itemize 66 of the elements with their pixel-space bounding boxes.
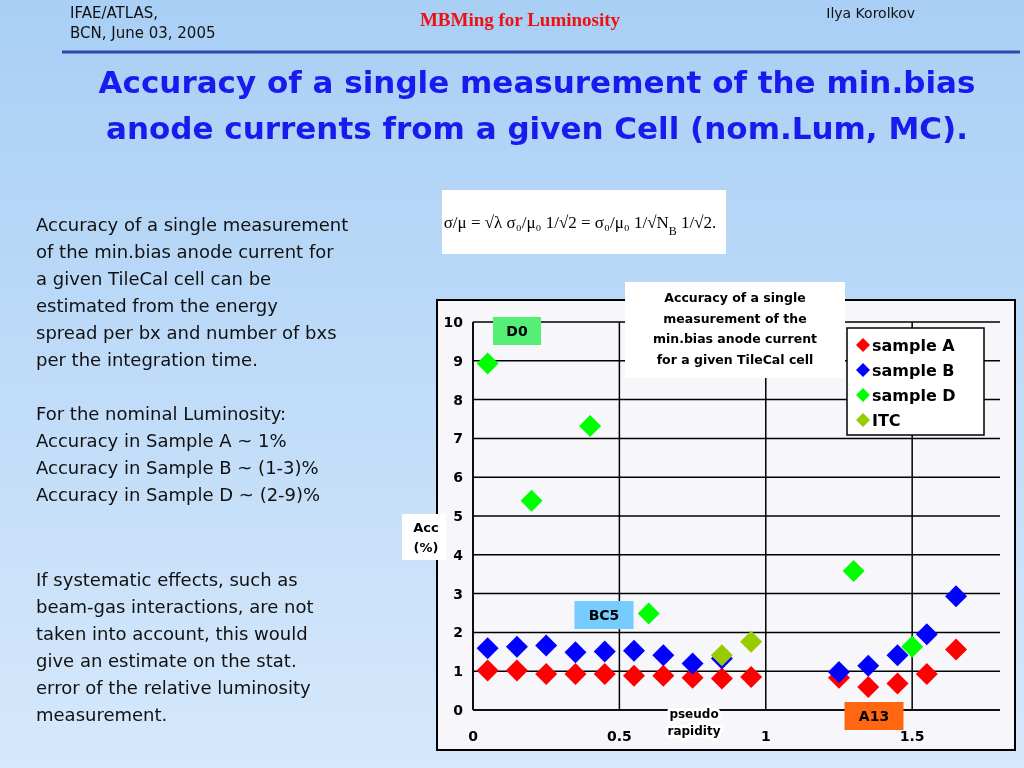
y-tick-label: 10 (443, 314, 464, 330)
y-tick-label: 1 (453, 663, 463, 680)
point (740, 630, 763, 653)
y-tick-label: 6 (453, 469, 463, 486)
point (535, 662, 558, 685)
point (681, 652, 704, 675)
x-tick-label: 0.5 (606, 728, 632, 744)
point (901, 635, 924, 658)
x-tick-label: 1 (760, 728, 771, 744)
point (593, 640, 616, 663)
annotation: A13 (858, 708, 890, 724)
legend-label: sample D (872, 386, 956, 405)
x-axis-title: pseudo rapidity (667, 707, 721, 738)
text: MBMing for Luminosity (419, 9, 621, 30)
point (827, 660, 850, 683)
point (579, 414, 602, 437)
point (652, 644, 675, 667)
point (476, 637, 499, 660)
y-tick-label: 4 (453, 546, 464, 563)
text: σ/μ = √λ σ₀/μ₀ 1/√2 = σ₀/μ₀ 1/√N$_{B}$ 1/√2. (443, 213, 717, 238)
text: Accuracy of a single measurement of the min.bias anode current for a given TileCal cell can be estimated from the energy spread per bx and number of bxs per the integration time. (36, 214, 349, 370)
point (710, 667, 733, 690)
chart-subtitle: Accuracy of a single measurement of the min.bias anode current for a given TileCal cell (652, 290, 818, 367)
y-tick-label: 8 (453, 391, 463, 408)
x-tick-label: 0 (468, 728, 479, 744)
legend-label: sample B (872, 361, 955, 380)
x-tick-label: 1.5 (899, 728, 925, 744)
point (886, 672, 909, 695)
point (842, 560, 865, 583)
annotation: BC5 (588, 607, 620, 623)
point (623, 664, 646, 687)
chart-title: Accuracy of a single measurement of the min.bias anode currents from a given Cell (nom.Lum, MC). (98, 64, 976, 146)
point (593, 662, 616, 685)
y-axis-title: Acc (%) (413, 520, 439, 555)
point (476, 659, 499, 682)
legend-label: sample A (872, 336, 956, 355)
text: Ilya Korolkov (826, 5, 915, 21)
y-tick-label: 3 (453, 585, 463, 602)
text: For the nominal Luminosity: Accuracy in Sample A ~ 1% Accuracy in Sample B ~ (1-3)% Accuracy in Sample D ~ (2-9)% (36, 403, 321, 505)
point (535, 634, 558, 657)
point (564, 641, 587, 664)
point (945, 638, 968, 661)
point (652, 664, 675, 687)
point (520, 489, 543, 512)
y-tick-label: 9 (453, 352, 463, 369)
y-tick-label: 7 (453, 430, 463, 447)
legend-label: ITC (872, 411, 901, 430)
point (915, 662, 938, 685)
point (945, 585, 968, 608)
point (564, 662, 587, 685)
point (740, 666, 763, 689)
text: If systematic effects, such as beam-gas interactions, are not taken into account, this would give an estimate on the stat. error of the relative luminosity measurement. (36, 569, 314, 725)
point (857, 676, 880, 699)
point (857, 654, 880, 677)
point (637, 602, 660, 625)
point (623, 639, 646, 662)
y-tick-label: 2 (453, 624, 463, 641)
y-tick-label: 0 (453, 702, 464, 718)
y-tick-label: 5 (453, 508, 463, 524)
point (505, 635, 528, 658)
point (886, 644, 909, 667)
annotation: D0 (506, 323, 528, 339)
point (476, 352, 499, 375)
point (505, 659, 528, 682)
text: IFAE/ATLAS, BCN, June 03, 2005 (70, 4, 216, 42)
point (915, 623, 938, 646)
